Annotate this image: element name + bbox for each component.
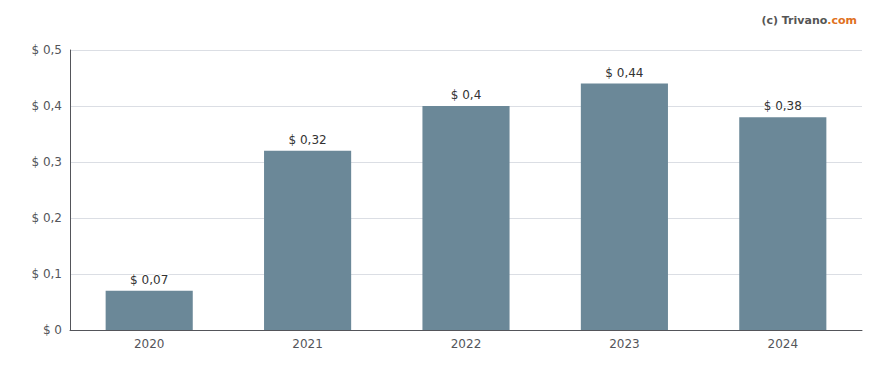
svg-text:$ 0,4: $ 0,4 [451, 88, 482, 102]
svg-text:.com: .com [827, 14, 857, 27]
svg-text:$ 0,2: $ 0,2 [31, 211, 62, 225]
svg-text:$ 0,32: $ 0,32 [289, 133, 327, 147]
svg-text:(c) Trivano: (c) Trivano [761, 14, 827, 27]
svg-text:2023: 2023 [609, 337, 640, 351]
svg-text:$ 0,5: $ 0,5 [31, 43, 62, 57]
svg-text:$ 0,3: $ 0,3 [31, 155, 62, 169]
svg-text:2020: 2020 [134, 337, 165, 351]
svg-text:2022: 2022 [451, 337, 482, 351]
svg-text:$ 0,1: $ 0,1 [31, 267, 62, 281]
svg-text:$ 0: $ 0 [43, 323, 62, 337]
svg-text:2024: 2024 [768, 337, 799, 351]
svg-text:2021: 2021 [292, 337, 323, 351]
svg-text:$ 0,4: $ 0,4 [31, 99, 62, 113]
svg-text:$ 0,07: $ 0,07 [130, 273, 168, 287]
svg-text:$ 0,38: $ 0,38 [764, 99, 802, 113]
svg-text:$ 0,44: $ 0,44 [605, 66, 643, 80]
